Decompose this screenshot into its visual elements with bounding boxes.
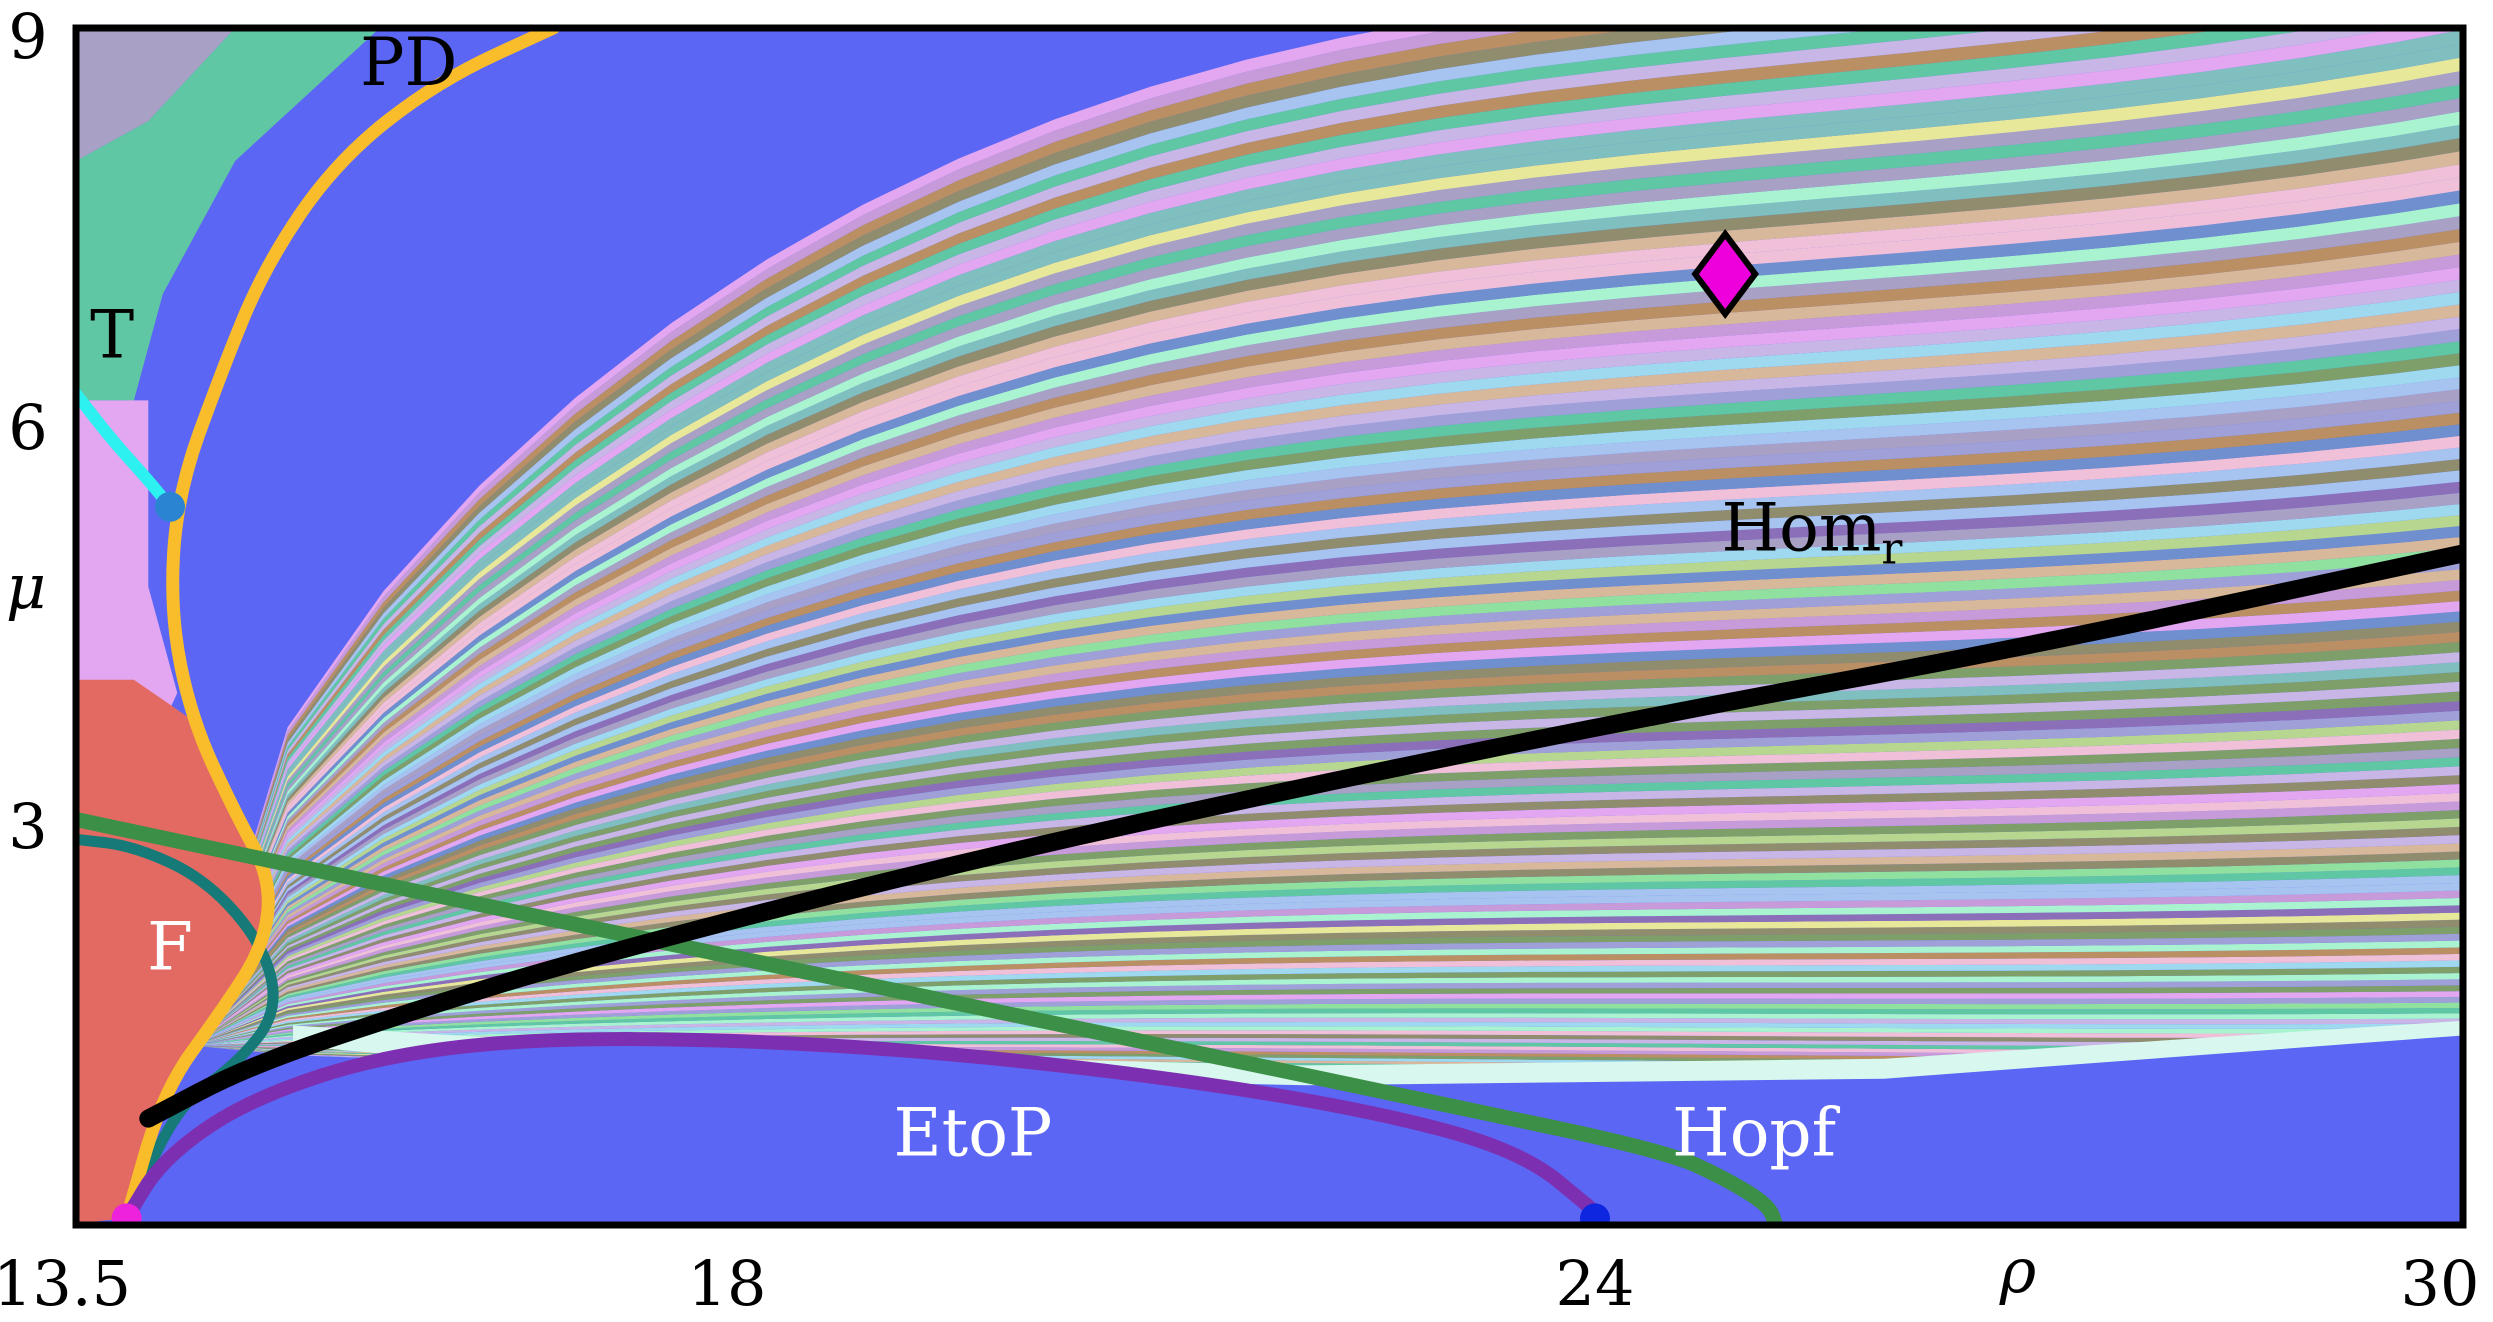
region-band (76, 28, 380, 401)
y-axis-label: μ (6, 550, 46, 623)
region-band (191, 953, 2463, 1046)
region-band (191, 973, 2463, 1046)
annotation-f: F (147, 908, 193, 985)
region-band (191, 966, 2463, 1046)
x-tick-label: 24 (1556, 1247, 1635, 1320)
region-band (191, 1030, 2463, 1046)
region-f (76, 679, 272, 1224)
plot-frame (72, 24, 2467, 1229)
x-tick-label: 18 (688, 1247, 767, 1320)
codim-two-point-T (155, 491, 186, 522)
annotation-hom: Homr (1722, 489, 1904, 574)
annotation-etop: EtoP (894, 1095, 1053, 1172)
region-band (191, 991, 2463, 1046)
region-band (191, 979, 2463, 1046)
region-band (191, 28, 1463, 1046)
curve-etop (119, 1032, 1602, 1225)
annotation-pd: PD (360, 24, 457, 101)
region-band (191, 996, 2463, 1046)
region-band (191, 1026, 2463, 1046)
markers (111, 229, 1759, 1225)
region-band (191, 1007, 2463, 1046)
region-etop-fill (126, 1036, 1596, 1225)
annotation-t: T (90, 297, 134, 374)
region-band (191, 1017, 2463, 1046)
region-band (191, 1002, 2463, 1046)
y-tick-label: 9 (8, 0, 47, 73)
region-band (191, 1044, 2463, 1056)
curve-hom-r (139, 544, 2463, 1128)
x-axis-label: ρ (1999, 1234, 2036, 1307)
x-tick-label: 13.5 (0, 1247, 131, 1320)
curve-hopf (76, 811, 1784, 1225)
diamond-marker (1691, 229, 1759, 320)
region-band (191, 985, 2463, 1046)
x-tick-label: 30 (2401, 1247, 2480, 1320)
bifurcation-curves (76, 28, 2463, 1225)
region-band (76, 28, 236, 161)
annotation-hopf: Hopf (1672, 1095, 1841, 1172)
codim-two-point-origin (111, 1203, 142, 1225)
region-band (191, 960, 2463, 1046)
region-band (191, 1013, 2463, 1046)
curve-pd (120, 28, 560, 1225)
region-band (191, 1022, 2463, 1046)
codim-two-point-EtoP (1580, 1203, 1610, 1225)
curve-t (76, 387, 176, 513)
y-tick-label: 6 (8, 391, 47, 464)
annotations: PD T F EtoP Hopf Homr (90, 24, 1904, 1172)
y-tick-label: 3 (8, 790, 47, 863)
plot-area: PD T F EtoP Hopf Homr (76, 24, 2463, 1225)
